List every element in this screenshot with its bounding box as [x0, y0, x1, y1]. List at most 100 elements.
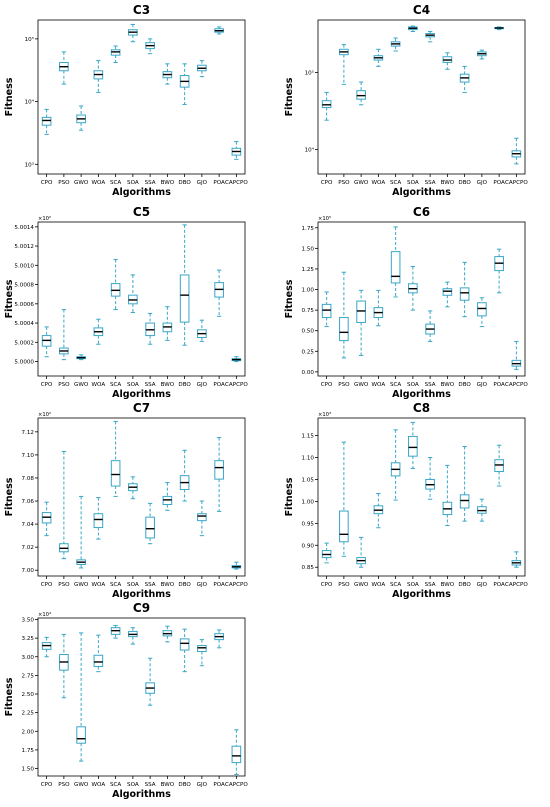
- box-poa: [494, 444, 504, 487]
- y-tick-label: 7.06: [22, 499, 35, 505]
- chart-title: C9: [133, 601, 150, 615]
- x-tick-label: DBO: [458, 180, 471, 186]
- box-bwo: [162, 63, 173, 85]
- y-tick-label: 0.50: [302, 329, 315, 335]
- plot-frame: [37, 19, 246, 175]
- box-pso: [339, 441, 349, 557]
- x-tick-label: POA: [493, 582, 505, 588]
- box-dbo: [179, 63, 190, 105]
- box-sca: [110, 259, 121, 311]
- box-iqr: [231, 745, 242, 764]
- box-capcpo: [511, 137, 522, 165]
- y-tick-label: 1.50: [22, 767, 35, 773]
- x-tick-label: PSO: [338, 180, 350, 186]
- box-gjo: [477, 49, 487, 60]
- box-gwo: [76, 354, 86, 361]
- x-tick-label: DBO: [178, 782, 191, 788]
- box-sca: [390, 37, 401, 52]
- x-tick-label: PSO: [58, 382, 70, 388]
- y-tick-label: 1.00: [302, 499, 315, 505]
- x-tick-label: SOA: [127, 382, 139, 388]
- box-iqr: [477, 302, 487, 317]
- x-tick-label: PSO: [338, 582, 350, 588]
- x-axis-label: Algorithms: [392, 589, 451, 600]
- box-dbo: [459, 65, 470, 93]
- y-tick-label: 5.0014: [14, 225, 34, 231]
- chart-title: C7: [133, 401, 150, 415]
- box-dbo: [179, 628, 190, 673]
- box-iqr: [93, 513, 104, 529]
- box-gwo: [356, 536, 366, 568]
- box-sca: [110, 624, 121, 639]
- x-axis-label: Algorithms: [112, 389, 171, 400]
- box-capcpo: [231, 729, 242, 776]
- x-tick-label: BWO: [161, 180, 175, 186]
- box-ssa: [425, 310, 435, 342]
- y-tick-label: 7.10: [22, 453, 35, 459]
- box-poa: [214, 26, 224, 35]
- box-iqr: [179, 638, 190, 651]
- x-tick-label: SCA: [110, 782, 121, 788]
- box-gwo: [76, 495, 86, 569]
- box-sca: [390, 429, 401, 501]
- x-tick-label: SSA: [425, 382, 436, 388]
- y-axis-label: Fitness: [284, 477, 295, 516]
- y-tick-label: 1.50: [302, 246, 315, 252]
- x-tick-label: POA: [213, 180, 225, 186]
- x-tick-label: SSA: [145, 582, 156, 588]
- box-iqr: [321, 303, 332, 319]
- plot-frame: [37, 417, 246, 577]
- x-tick-label: SOA: [407, 582, 419, 588]
- x-tick-label: SCA: [110, 582, 121, 588]
- x-tick-label: CAPCPO: [505, 180, 528, 186]
- box-pso: [339, 271, 349, 359]
- x-tick-label: WOA: [92, 180, 106, 186]
- x-tick-label: SOA: [127, 180, 139, 186]
- box-sca: [110, 420, 121, 497]
- box-poa: [494, 26, 504, 31]
- x-tick-label: SOA: [127, 782, 139, 788]
- box-ssa: [145, 312, 155, 345]
- y-tick-label: 7.04: [22, 522, 35, 528]
- chart-panel-c9: C9 ×10⁴ 1.50 1.75 2.00 2.25 2.50 2.75 3.00 3.25 3.…: [4, 601, 248, 800]
- x-tick-label: PSO: [58, 782, 70, 788]
- box-gjo: [197, 500, 207, 537]
- x-tick-label: CPO: [41, 382, 53, 388]
- y-axis-label: Fitness: [4, 279, 15, 318]
- x-tick-label: POA: [493, 382, 505, 388]
- box-ssa: [425, 31, 435, 43]
- y-tick-label: 10⁴: [25, 99, 35, 106]
- box-iqr: [214, 460, 224, 480]
- box-woa: [373, 492, 384, 529]
- x-tick-label: CPO: [41, 782, 53, 788]
- y-tick-label: 7.00: [22, 568, 35, 574]
- y-tick-label: 10⁵: [25, 36, 34, 43]
- chart-panel-c5: C5 ×10² 5.0000 5.0002 5.0004 5.0006 5.0008 5.00…: [4, 205, 248, 400]
- x-tick-label: SCA: [390, 582, 401, 588]
- y-tick-label: 5.0000: [14, 360, 34, 366]
- box-pso: [59, 633, 69, 699]
- x-tick-label: GWO: [74, 382, 89, 388]
- x-tick-label: GWO: [354, 582, 369, 588]
- y-tick-label: 3.00: [22, 655, 35, 661]
- y-axis-label: Fitness: [284, 77, 295, 116]
- x-axis-label: Algorithms: [392, 389, 451, 400]
- axis-offset-label: ×10²: [38, 216, 51, 222]
- x-tick-label: SOA: [407, 382, 419, 388]
- box-iqr: [41, 116, 52, 126]
- box-iqr: [459, 287, 470, 301]
- x-tick-label: DBO: [178, 382, 191, 388]
- box-ssa: [145, 38, 155, 55]
- x-tick-label: CPO: [321, 180, 333, 186]
- box-poa: [214, 437, 224, 512]
- box-iqr: [408, 435, 418, 457]
- x-tick-label: WOA: [372, 582, 386, 588]
- axis-offset-label: ×10²: [38, 412, 51, 418]
- x-tick-label: SSA: [145, 382, 156, 388]
- y-tick-label: 3.50: [22, 617, 35, 623]
- box-poa: [214, 629, 224, 649]
- box-iqr: [197, 513, 207, 522]
- box-gjo: [197, 639, 207, 667]
- axis-offset-label: ×10⁵: [318, 216, 331, 222]
